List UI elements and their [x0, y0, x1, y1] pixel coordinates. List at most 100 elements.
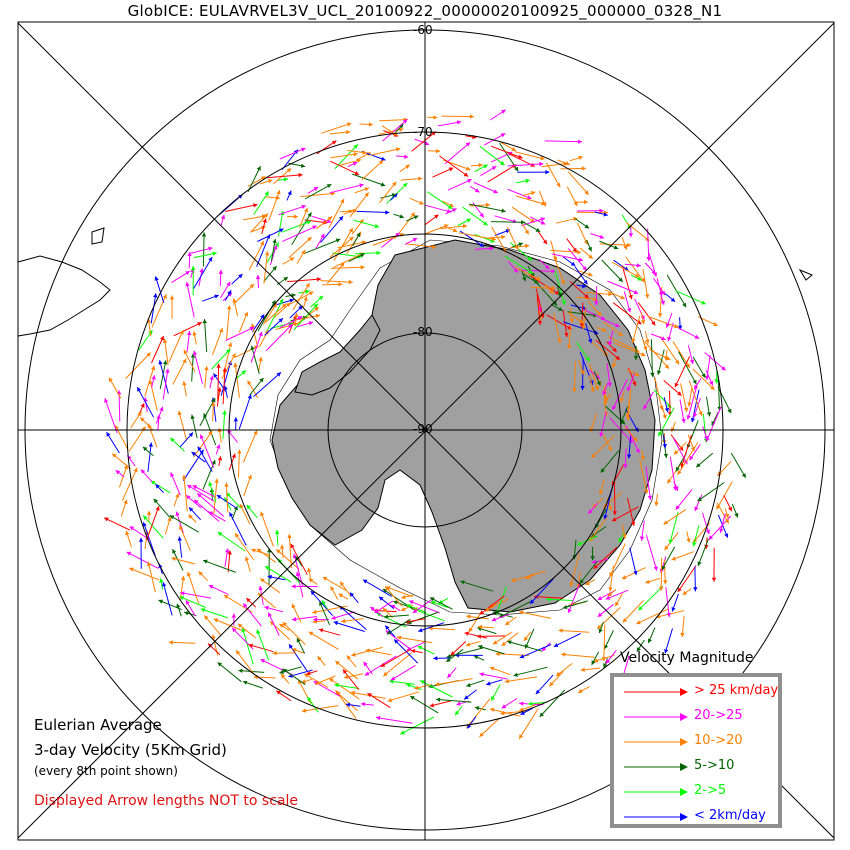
- velocity-arrow-head: [231, 353, 236, 358]
- velocity-arrow-shaft: [393, 639, 419, 664]
- velocity-arrow-shaft: [479, 145, 505, 166]
- velocity-arrow-head: [553, 643, 559, 647]
- velocity-arrow-head: [607, 446, 612, 451]
- velocity-arrow-head: [115, 470, 121, 475]
- velocity-arrow-head: [286, 168, 292, 173]
- velocity-arrow-shaft: [265, 298, 284, 334]
- velocity-arrow-head: [246, 504, 251, 510]
- legend-arrow-red: [624, 688, 688, 696]
- velocity-arrow-head: [615, 601, 620, 607]
- velocity-arrow-head: [256, 166, 261, 171]
- velocity-arrow-shaft: [407, 611, 439, 624]
- velocity-arrow-shaft: [162, 582, 173, 616]
- velocity-arrow-shaft: [644, 341, 670, 370]
- velocity-arrow-head: [660, 300, 665, 305]
- velocity-arrow-head: [296, 638, 301, 643]
- velocity-arrow-head: [569, 582, 574, 587]
- velocity-arrow-shaft: [265, 323, 293, 351]
- velocity-arrow-head: [185, 600, 190, 605]
- velocity-arrow-head: [431, 600, 436, 605]
- velocity-arrow-head: [281, 674, 286, 679]
- velocity-arrow-head: [671, 556, 676, 561]
- velocity-arrow-head: [525, 575, 531, 580]
- velocity-arrow-shaft: [151, 335, 165, 364]
- velocity-arrow-head: [188, 514, 193, 519]
- velocity-arrow-shaft: [196, 493, 225, 517]
- velocity-arrow-shaft: [462, 206, 488, 226]
- velocity-arrow-head: [435, 682, 440, 687]
- velocity-arrow-head: [554, 290, 560, 295]
- velocity-arrow-head: [190, 353, 196, 358]
- velocity-arrow-shaft: [510, 570, 546, 582]
- velocity-arrow-shaft: [639, 459, 648, 494]
- velocity-arrow-head: [251, 548, 256, 553]
- velocity-arrow-head: [237, 449, 242, 454]
- velocity-arrow-head: [594, 301, 599, 306]
- velocity-arrow-head: [658, 431, 663, 437]
- velocity-arrow-head: [322, 577, 328, 581]
- velocity-arrow-head: [436, 148, 441, 154]
- velocity-arrow-shaft: [611, 261, 640, 278]
- velocity-arrow-shaft: [558, 629, 590, 633]
- velocity-arrow-head: [567, 608, 572, 613]
- velocity-arrow-shaft: [412, 597, 435, 614]
- note-every-8th-point: (every 8th point shown): [34, 764, 178, 778]
- velocity-arrow-head: [125, 530, 130, 536]
- velocity-arrow-shaft: [428, 627, 456, 631]
- velocity-arrow-head: [346, 655, 351, 660]
- velocity-arrow-shaft: [730, 452, 747, 479]
- velocity-arrow-head: [383, 614, 389, 619]
- velocity-arrow-head: [485, 607, 490, 612]
- velocity-arrow-shaft: [553, 313, 561, 344]
- velocity-arrow-head: [588, 272, 593, 277]
- velocity-arrow-shaft: [529, 274, 560, 295]
- velocity-arrow-head: [356, 158, 362, 163]
- velocity-arrow-head: [367, 693, 372, 698]
- velocity-arrow-head: [160, 336, 164, 341]
- velocity-arrow-head: [549, 681, 554, 687]
- velocity-arrow-shaft: [294, 314, 321, 321]
- velocity-arrow-head: [353, 152, 358, 157]
- velocity-arrow-shaft: [351, 646, 383, 657]
- velocity-arrow-head: [447, 673, 452, 678]
- velocity-arrow-shaft: [570, 554, 580, 587]
- velocity-arrow-shaft: [546, 598, 573, 601]
- velocity-arrow-head: [264, 605, 269, 611]
- velocity-arrow-head: [262, 218, 267, 223]
- velocity-arrow-head: [382, 608, 388, 613]
- velocity-arrow-head: [395, 147, 401, 152]
- velocity-arrow-head: [305, 283, 310, 288]
- velocity-arrow-head: [599, 208, 604, 213]
- velocity-arrow-shaft: [717, 514, 729, 538]
- velocity-arrow-shaft: [539, 689, 566, 718]
- velocity-arrow-head: [150, 480, 156, 485]
- velocity-arrow-head: [187, 485, 192, 489]
- velocity-arrow-head: [651, 269, 656, 275]
- velocity-arrow-shaft: [561, 653, 595, 658]
- velocity-arrow-head: [148, 442, 153, 447]
- velocity-arrow-shaft: [408, 600, 440, 614]
- velocity-arrow-shaft: [553, 633, 581, 648]
- velocity-arrow-head: [572, 247, 577, 253]
- velocity-arrow-head: [323, 220, 328, 225]
- velocity-arrow-shaft: [114, 425, 129, 451]
- velocity-arrow-shaft: [436, 698, 472, 703]
- velocity-arrow-shaft: [567, 580, 582, 614]
- velocity-arrow-shaft: [692, 356, 706, 379]
- velocity-arrow-shaft: [292, 282, 311, 311]
- velocity-arrow-shaft: [379, 181, 397, 204]
- velocity-arrow-shaft: [104, 398, 118, 434]
- velocity-arrow-head: [447, 204, 453, 209]
- velocity-arrow-shaft: [663, 508, 687, 525]
- velocity-arrow-head: [711, 577, 717, 582]
- velocity-arrow-shaft: [677, 565, 697, 593]
- velocity-arrow-shaft: [203, 615, 222, 636]
- velocity-arrow-head: [528, 701, 533, 706]
- velocity-arrow-head: [186, 571, 192, 577]
- velocity-arrow-shaft: [233, 283, 255, 305]
- velocity-arrow-head: [661, 565, 666, 571]
- velocity-arrow-head: [177, 536, 182, 541]
- velocity-arrow-head: [163, 360, 168, 365]
- velocity-arrow-head: [682, 590, 688, 595]
- velocity-arrow-shaft: [697, 538, 709, 567]
